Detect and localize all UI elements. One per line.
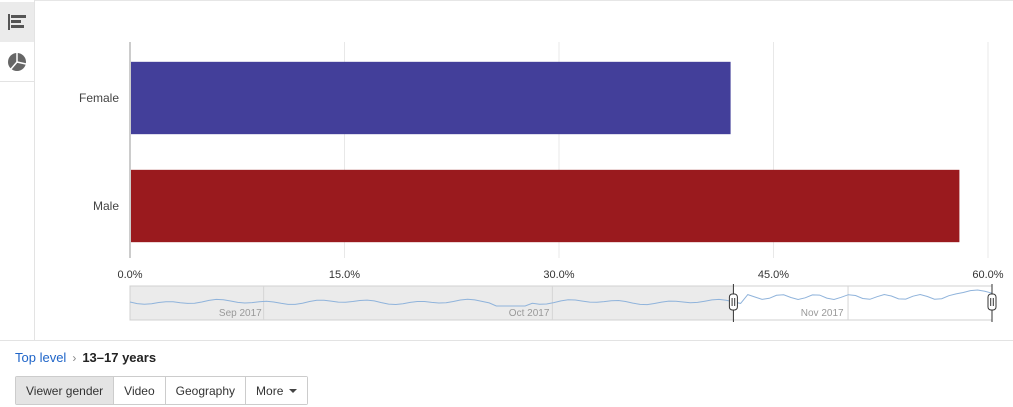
category-label: Female: [79, 91, 119, 105]
timeline-trend-line: [129, 289, 993, 307]
bar-female: [131, 61, 731, 135]
bar-chart-button[interactable]: [0, 2, 34, 42]
timeline-month-label: Nov 2017: [801, 308, 844, 319]
top-divider: [34, 0, 1013, 1]
breadcrumb-current: 13–17 years: [82, 350, 157, 365]
pie-chart-button[interactable]: [0, 42, 34, 82]
pie-chart-icon: [8, 53, 27, 71]
gender-bar-chart: Female Male 0.0% 15.0% 30.0% 45.0% 60.0% Sep …: [79, 42, 1004, 322]
bar-chart-icon: [8, 14, 26, 30]
timeline-month-label: Oct 2017: [509, 308, 550, 319]
tab-more-label: More: [256, 383, 284, 398]
rail-divider: [0, 81, 34, 82]
range-start-handle[interactable]: [728, 293, 738, 311]
x-tick-label: 45.0%: [758, 269, 789, 281]
tab-geography[interactable]: Geography: [165, 377, 247, 404]
bar-male: [131, 169, 960, 243]
tab-video[interactable]: Video: [114, 377, 166, 404]
tab-viewer-gender[interactable]: Viewer gender: [16, 377, 115, 404]
breadcrumb-top-level-link[interactable]: Top level: [15, 350, 67, 365]
breadcrumb-separator: ›: [72, 350, 77, 365]
section-divider: [0, 340, 1013, 341]
x-tick-label: 30.0%: [543, 269, 574, 281]
x-tick-label: 60.0%: [972, 269, 1003, 281]
breadcrumb: Top level › 13–17 years: [15, 350, 156, 365]
tab-viewer-gender-label: Viewer gender: [26, 383, 104, 398]
tab-geography-label: Geography: [175, 383, 236, 398]
caret-down-icon: [289, 388, 298, 393]
chart-type-rail: [0, 0, 35, 340]
timeline-month-label: Sep 2017: [219, 308, 262, 319]
x-tick-label: 0.0%: [117, 269, 142, 281]
x-tick-label: 15.0%: [329, 269, 360, 281]
tab-more-dropdown[interactable]: More: [246, 377, 308, 404]
range-end-handle[interactable]: [987, 293, 997, 311]
dimension-tabs: Viewer gender Video Geography More: [15, 376, 309, 405]
tab-video-label: Video: [124, 383, 155, 398]
category-label: Male: [93, 199, 119, 213]
